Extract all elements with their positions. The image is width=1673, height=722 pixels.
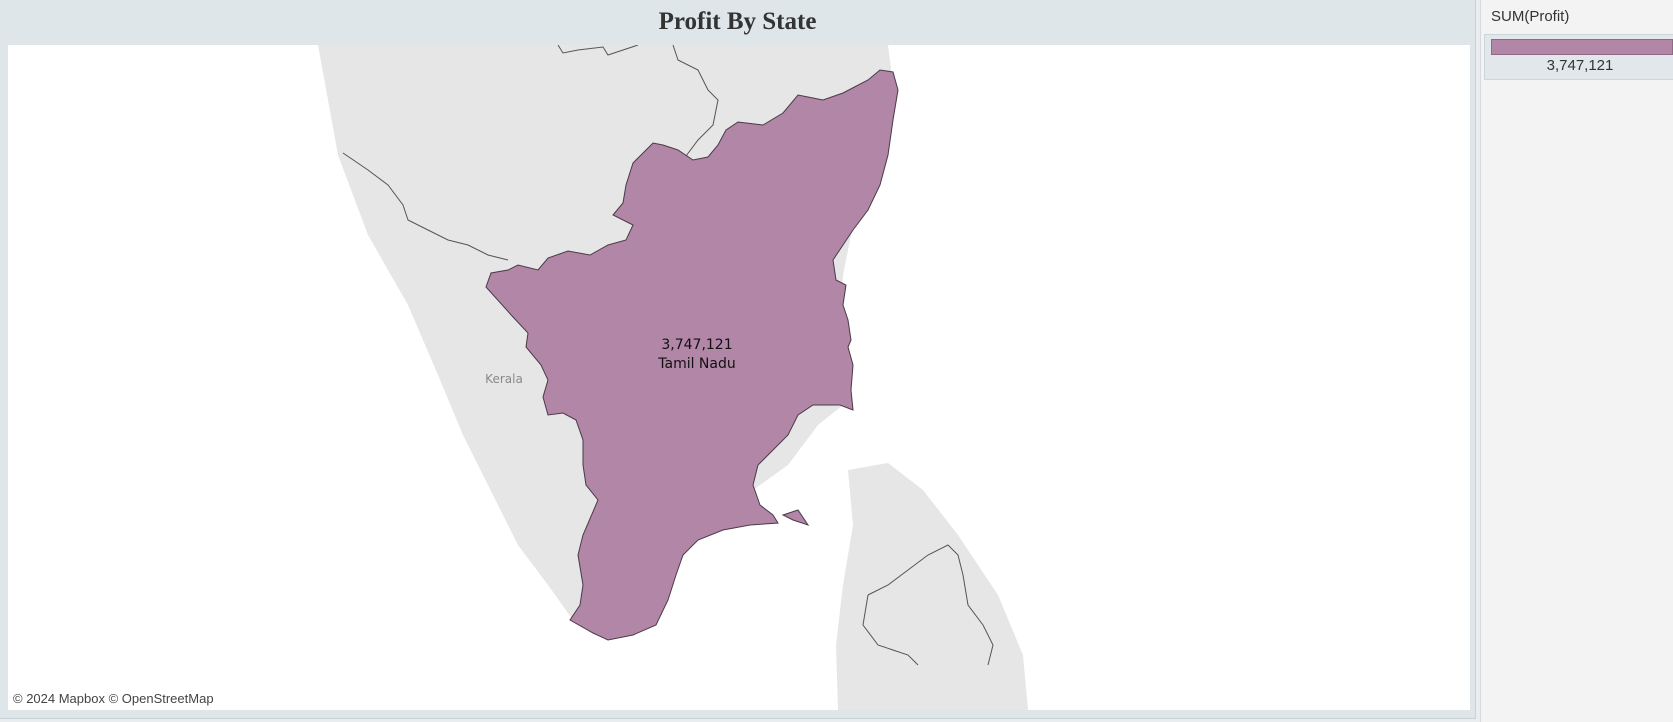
state-border-sri-lanka xyxy=(862,544,994,666)
state-border-north xyxy=(557,45,719,161)
legend-box[interactable]: 3,747,121 xyxy=(1484,34,1673,80)
state-border-west xyxy=(342,152,509,261)
landmass-sri-lanka xyxy=(836,463,1028,710)
region-tamil-nadu-islet xyxy=(781,509,810,526)
title-bar: Profit By State xyxy=(0,0,1475,44)
map-view[interactable]: 3,747,121 Tamil Nadu Kerala © 2024 Mapbo… xyxy=(8,45,1470,710)
map-svg[interactable]: 3,747,121 Tamil Nadu Kerala xyxy=(8,45,1470,710)
legend-panel: SUM(Profit) 3,747,121 xyxy=(1480,0,1673,722)
region-tamil-nadu[interactable] xyxy=(485,69,899,641)
map-attribution[interactable]: © 2024 Mapbox © OpenStreetMap xyxy=(13,691,214,706)
basemap-label-kerala: Kerala xyxy=(485,372,523,386)
legend-title: SUM(Profit) xyxy=(1491,8,1570,25)
legend-color-swatch[interactable] xyxy=(1491,39,1673,55)
legend-value: 3,747,121 xyxy=(1546,57,1614,74)
region-value-label: 3,747,121 xyxy=(661,337,732,353)
dashboard: Profit By State 3,747,121 Tamil Nadu Ker… xyxy=(0,0,1476,719)
region-name-label: Tamil Nadu xyxy=(657,356,736,372)
page-title: Profit By State xyxy=(658,8,817,35)
